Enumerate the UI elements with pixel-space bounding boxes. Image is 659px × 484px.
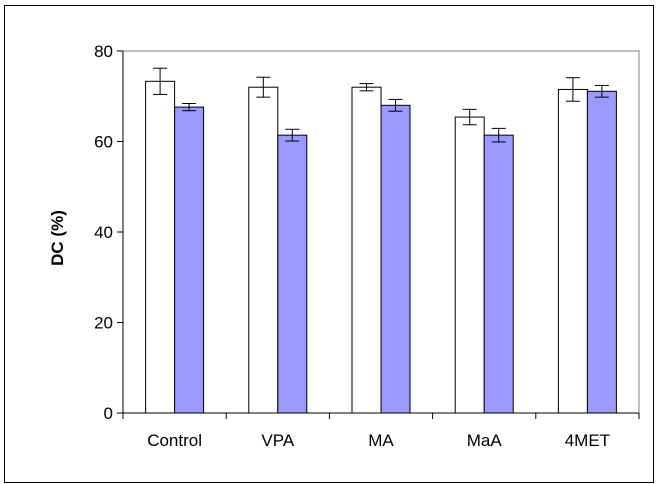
bar bbox=[145, 80, 176, 414]
bar bbox=[248, 86, 279, 414]
plot-area: 0 20 40 60 80 Control VPA MA MaA 4MET bbox=[94, 42, 640, 450]
bar bbox=[277, 134, 308, 414]
y-tick-label: 20 bbox=[94, 314, 113, 333]
y-tick-label: 0 bbox=[104, 404, 113, 423]
bar bbox=[483, 134, 514, 414]
x-category-label: MaA bbox=[467, 431, 503, 450]
y-tick-label: 80 bbox=[94, 42, 113, 61]
bar bbox=[380, 104, 411, 414]
bar-chart: 0 20 40 60 80 Control VPA MA MaA 4MET DC (%) bbox=[48, 42, 640, 450]
bar bbox=[174, 106, 205, 414]
bar bbox=[351, 86, 382, 414]
bar bbox=[586, 90, 617, 414]
x-category-label: MA bbox=[368, 431, 394, 450]
bar bbox=[454, 116, 485, 414]
y-axis-title: DC (%) bbox=[48, 210, 67, 266]
y-tick-label: 60 bbox=[94, 133, 113, 152]
y-tick-label: 40 bbox=[94, 223, 113, 242]
x-category-label: Control bbox=[147, 431, 202, 450]
x-category-label: 4MET bbox=[565, 431, 610, 450]
x-category-label: VPA bbox=[261, 431, 294, 450]
bar bbox=[557, 88, 588, 414]
chart-frame: 0 20 40 60 80 Control VPA MA MaA 4MET DC (%) bbox=[4, 5, 654, 483]
